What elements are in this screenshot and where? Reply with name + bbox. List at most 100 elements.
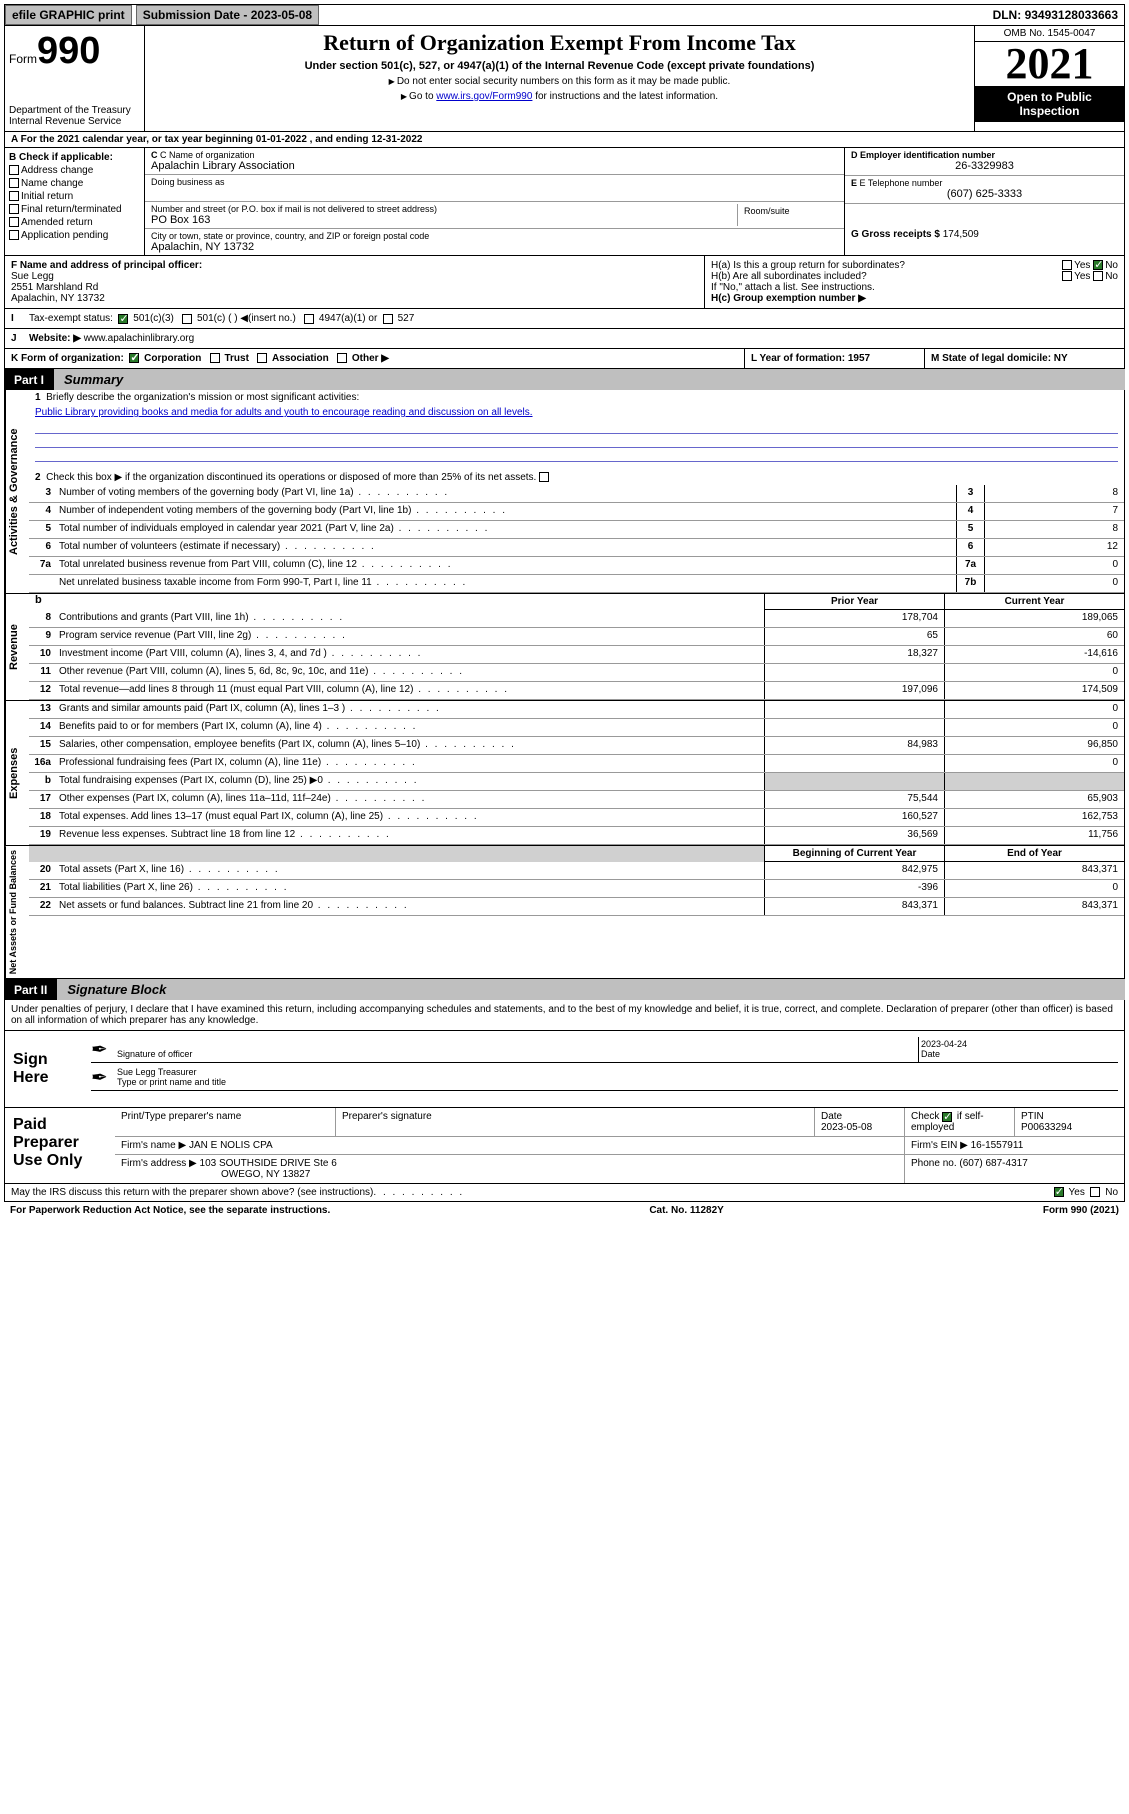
- opt-trust: Trust: [224, 353, 248, 364]
- dln: DLN: 93493128033663: [993, 8, 1124, 22]
- cb-ha-yes[interactable]: [1062, 260, 1072, 270]
- cb-hb-no[interactable]: [1093, 271, 1103, 281]
- opt-assoc: Association: [272, 353, 329, 364]
- cb-501c3[interactable]: [118, 314, 128, 324]
- section-bcd: B Check if applicable: Address change Na…: [4, 148, 1125, 256]
- row-i: I Tax-exempt status: 501(c)(3) 501(c) ( …: [4, 309, 1125, 329]
- part1-tag: Part I: [4, 370, 54, 390]
- sig-name-title: Sue Legg TreasurerType or print name and…: [115, 1065, 1118, 1090]
- cb-assoc[interactable]: [257, 353, 267, 363]
- website-value: www.apalachinlibrary.org: [84, 333, 194, 344]
- section-b: B Check if applicable: Address change Na…: [5, 148, 145, 255]
- part2-title: Signature Block: [57, 979, 1125, 1000]
- self-employed: Check if self-employed: [904, 1108, 1014, 1136]
- paperwork-notice: For Paperwork Reduction Act Notice, see …: [10, 1205, 330, 1216]
- cb-self-employed[interactable]: [942, 1112, 952, 1122]
- section-deg: D Employer identification number 26-3329…: [844, 148, 1124, 255]
- submission-date: 2023-05-08: [251, 8, 312, 22]
- cb-label: Application pending: [21, 230, 108, 241]
- cb-discuss-yes[interactable]: [1054, 1187, 1064, 1197]
- j-text: Website: ▶: [29, 333, 81, 344]
- summary-row: bTotal fundraising expenses (Part IX, co…: [29, 773, 1124, 791]
- cb-initial-return[interactable]: [9, 191, 19, 201]
- submission-date-button[interactable]: Submission Date - 2023-05-08: [136, 5, 319, 25]
- preparer-sig-label: Preparer's signature: [335, 1108, 814, 1136]
- cb-other[interactable]: [337, 353, 347, 363]
- note-ssn: Do not enter social security numbers on …: [149, 76, 970, 87]
- efile-print-button[interactable]: efile GRAPHIC print: [5, 5, 132, 25]
- cb-app-pending[interactable]: [9, 230, 19, 240]
- summary-row: 15Salaries, other compensation, employee…: [29, 737, 1124, 755]
- current-year-hdr: Current Year: [944, 594, 1124, 610]
- cb-label: Address change: [21, 165, 93, 176]
- row-k: K Form of organization: Corporation Trus…: [4, 349, 1125, 369]
- preparer-date: Date2023-05-08: [814, 1108, 904, 1136]
- cb-label: Initial return: [21, 191, 73, 202]
- hb-row: H(b) Are all subordinates included? Yes …: [711, 271, 1118, 282]
- summary-row: 3Number of voting members of the governi…: [29, 485, 1124, 503]
- paid-row3: Firm's address ▶ 103 SOUTHSIDE DRIVE Ste…: [115, 1155, 1124, 1183]
- section-c: C C Name of organization Apalachin Libra…: [145, 148, 844, 255]
- summary-netassets: Net Assets or Fund Balances Beginning of…: [4, 846, 1125, 979]
- firm-name: Firm's name ▶ JAN E NOLIS CPA: [115, 1137, 904, 1154]
- form-header-right: OMB No. 1545-0047 2021 Open to Public In…: [974, 26, 1124, 131]
- opt-4947: 4947(a)(1) or: [319, 313, 377, 324]
- col-headers: b Prior Year Current Year: [29, 594, 1124, 610]
- form-ref: Form 990 (2021): [1043, 1205, 1119, 1216]
- ein-label: D Employer identification number: [851, 150, 1118, 160]
- department-label: Department of the Treasury Internal Reve…: [9, 105, 140, 127]
- summary-row: 6Total number of volunteers (estimate if…: [29, 539, 1124, 557]
- f-label: F Name and address of principal officer:: [11, 260, 202, 271]
- gross-receipts: G Gross receipts $ 174,509: [851, 229, 1118, 240]
- cb-trust[interactable]: [210, 353, 220, 363]
- cb-address-change[interactable]: [9, 165, 19, 175]
- mission-text: Public Library providing books and media…: [29, 405, 1124, 420]
- ptin: PTINP00633294: [1014, 1108, 1124, 1136]
- section-h: H(a) Is this a group return for subordin…: [704, 256, 1124, 308]
- cb-label: Name change: [21, 178, 83, 189]
- sig-officer: Signature of officer: [115, 1037, 918, 1062]
- cb-discuss-no[interactable]: [1090, 1187, 1100, 1197]
- blueline: [35, 448, 1118, 462]
- cb-501c[interactable]: [182, 314, 192, 324]
- summary-row: 9Program service revenue (Part VIII, lin…: [29, 628, 1124, 646]
- j-label: J: [11, 333, 29, 344]
- form-title: Return of Organization Exempt From Incom…: [149, 30, 970, 56]
- summary-row: 22Net assets or fund balances. Subtract …: [29, 898, 1124, 916]
- submission-label: Submission Date -: [143, 8, 251, 22]
- eoy-hdr: End of Year: [944, 846, 1124, 862]
- i-text: Tax-exempt status:: [29, 313, 113, 324]
- summary-row: 17Other expenses (Part IX, column (A), l…: [29, 791, 1124, 809]
- part1-title: Summary: [54, 369, 1125, 390]
- cb-final-return[interactable]: [9, 204, 19, 214]
- row-fh: F Name and address of principal officer:…: [4, 256, 1125, 309]
- pen-icon: ✒: [91, 1065, 115, 1090]
- firm-addr: Firm's address ▶ 103 SOUTHSIDE DRIVE Ste…: [115, 1155, 904, 1183]
- tax-year: 2021: [975, 42, 1124, 86]
- officer-addr2: Apalachin, NY 13732: [11, 293, 698, 304]
- summary-row: 16aProfessional fundraising fees (Part I…: [29, 755, 1124, 773]
- firm-ein: Firm's EIN ▶ 16-1557911: [904, 1137, 1124, 1154]
- summary-row: 13Grants and similar amounts paid (Part …: [29, 701, 1124, 719]
- row-a-tax-year: A For the 2021 calendar year, or tax yea…: [4, 132, 1125, 148]
- cb-4947[interactable]: [304, 314, 314, 324]
- cb-amended[interactable]: [9, 217, 19, 227]
- cb-527[interactable]: [383, 314, 393, 324]
- cb-label: Final return/terminated: [21, 204, 122, 215]
- irs-link[interactable]: www.irs.gov/Form990: [436, 91, 532, 102]
- top-toolbar: efile GRAPHIC print Submission Date - 20…: [4, 4, 1125, 26]
- section-b-label: B Check if applicable:: [9, 152, 140, 163]
- blueline: [35, 420, 1118, 434]
- boy-hdr: Beginning of Current Year: [764, 846, 944, 862]
- form-header-left: Form990 Department of the Treasury Inter…: [5, 26, 145, 131]
- cb-ha-no[interactable]: [1093, 260, 1103, 270]
- discuss-text: May the IRS discuss this return with the…: [11, 1187, 373, 1198]
- cb-name-change[interactable]: [9, 178, 19, 188]
- row-j: J Website: ▶ www.apalachinlibrary.org: [4, 329, 1125, 349]
- summary-row: 21Total liabilities (Part X, line 26)-39…: [29, 880, 1124, 898]
- cb-corp[interactable]: [129, 353, 139, 363]
- paid-label: Paid Preparer Use Only: [5, 1108, 115, 1183]
- cb-discontinued[interactable]: [539, 472, 549, 482]
- dba-value: [151, 187, 838, 199]
- cb-hb-yes[interactable]: [1062, 271, 1072, 281]
